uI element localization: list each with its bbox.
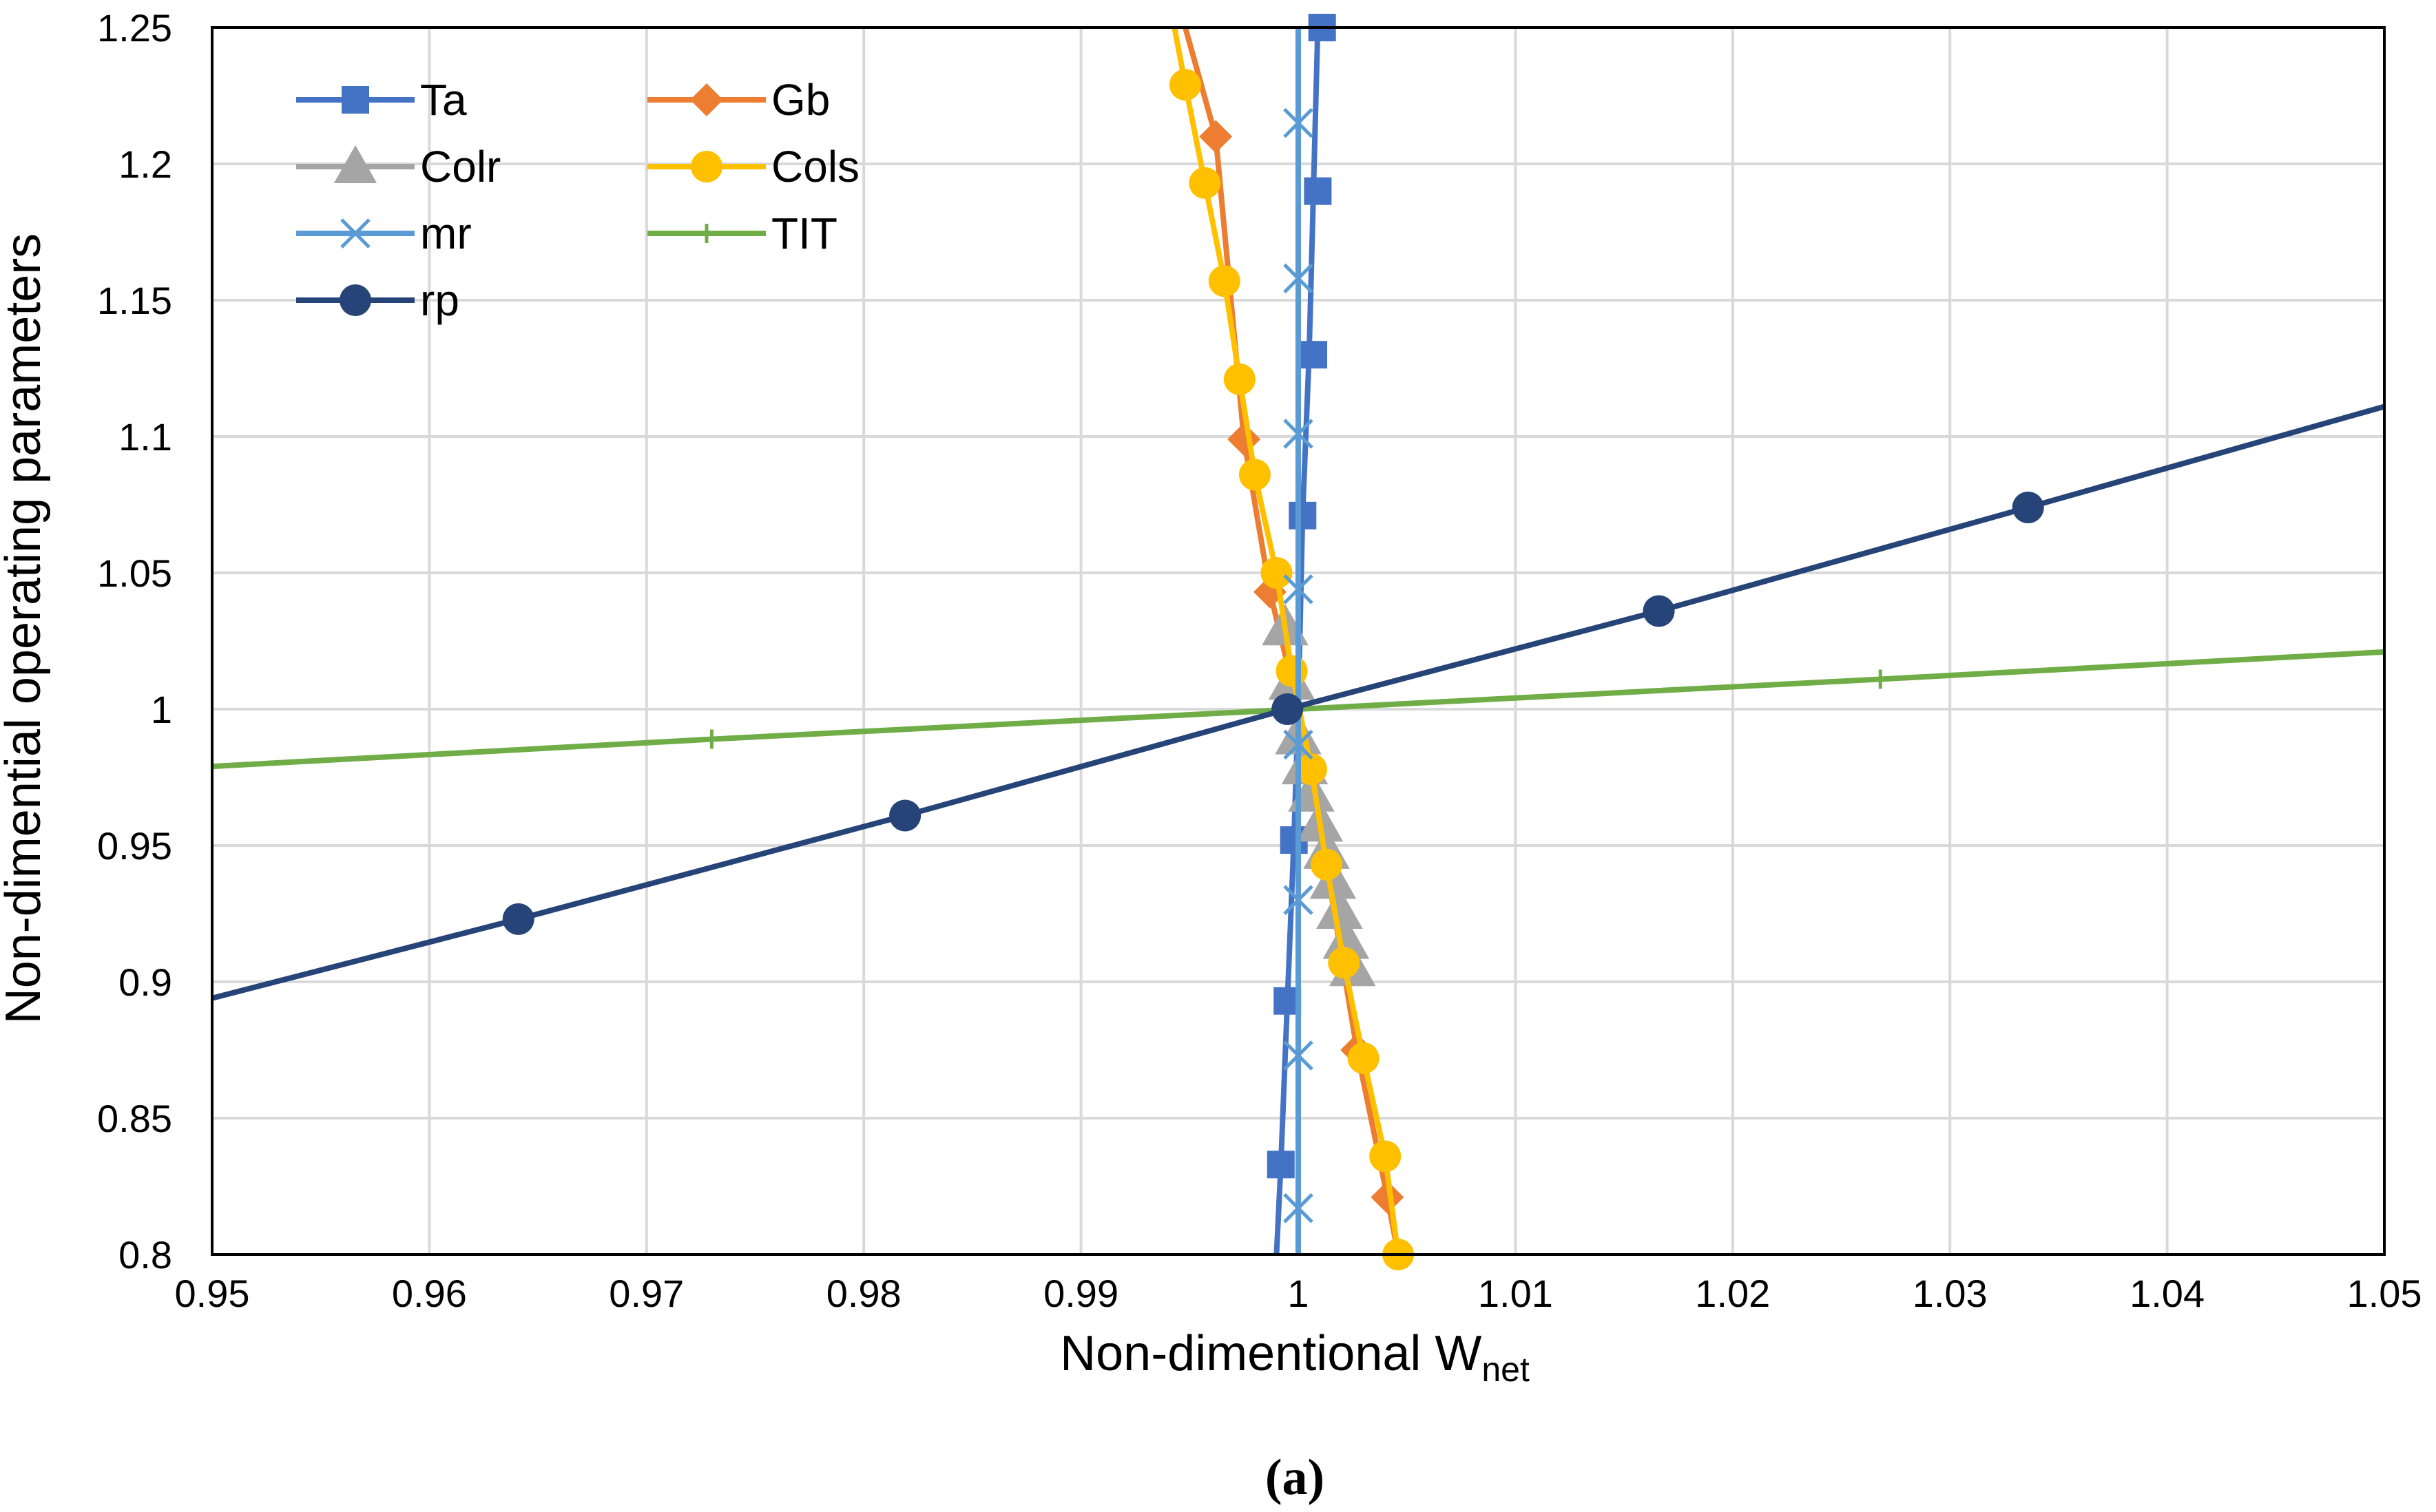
plot-series xyxy=(212,14,2384,1270)
x-tick-label-0-98: 0.98 xyxy=(826,1272,902,1315)
x-tick-label-1-04: 1.04 xyxy=(2130,1272,2205,1315)
y-tick-label-0-95: 0.95 xyxy=(97,824,172,868)
legend-label-ta: Ta xyxy=(420,75,467,125)
marker-mr-1 xyxy=(1283,1040,1313,1071)
legend-marker-gb xyxy=(690,83,723,116)
figure-caption: (a) xyxy=(1265,1449,1324,1506)
series-line-cols xyxy=(1172,28,1402,1254)
legend-marker-ta xyxy=(342,86,369,114)
x-tick-label-1: 1 xyxy=(1287,1272,1309,1315)
marker-mr-6 xyxy=(1283,263,1313,294)
legend-item-mr: mr xyxy=(296,209,472,258)
x-tick-label-1-02: 1.02 xyxy=(1695,1272,1770,1315)
marker-cols-5 xyxy=(1295,753,1327,786)
legend-item-colr: Colr xyxy=(296,142,501,191)
marker-mr-2 xyxy=(1283,885,1313,915)
x-tick-label-0-95: 0.95 xyxy=(175,1272,250,1315)
x-axis-title-main: Non-dimentional W xyxy=(1060,1326,1481,1381)
marker-mr-7 xyxy=(1283,107,1313,138)
marker-cols-11 xyxy=(1189,167,1221,199)
marker-rp-4 xyxy=(2012,491,2044,523)
marker-rp-1 xyxy=(889,799,922,832)
marker-cols-3 xyxy=(1328,947,1360,979)
marker-cols-12 xyxy=(1169,69,1201,101)
marker-gb-0 xyxy=(1371,1180,1404,1214)
marker-gb-4 xyxy=(1199,120,1233,154)
y-axis-title: Non-dimential operating parameters xyxy=(0,233,51,1025)
y-tick-label-1-25: 1.25 xyxy=(97,6,172,50)
y-tick-label-0-85: 0.85 xyxy=(97,1097,172,1140)
marker-cols-4 xyxy=(1311,848,1343,881)
x-tick-label-0-97: 0.97 xyxy=(609,1272,684,1315)
series-colr xyxy=(1262,604,1376,987)
y-tick-label-1-15: 1.15 xyxy=(97,279,172,322)
marker-rp-3 xyxy=(1643,595,1675,627)
legend-marker-tit xyxy=(697,224,716,243)
x-tick-label-1-05: 1.05 xyxy=(2347,1272,2422,1315)
x-axis-title-subscript: net xyxy=(1481,1350,1530,1389)
marker-mr-3 xyxy=(1283,729,1313,760)
figure-caption-letter: a xyxy=(1282,1449,1308,1506)
legend-item-gb: Gb xyxy=(647,75,830,125)
marker-cols-10 xyxy=(1208,265,1240,297)
marker-cols-9 xyxy=(1223,363,1256,395)
marker-rp-2 xyxy=(1271,693,1304,725)
legend-marker-cols xyxy=(691,151,722,182)
marker-mr-4 xyxy=(1283,574,1313,605)
marker-ta-0 xyxy=(1267,1151,1295,1179)
axis-tick-labels: 0.95 0.96 0.97 0.98 0.99 1 1.01 1.02 1.03 1.04 1.0… xyxy=(97,6,2422,1315)
marker-colr-2 xyxy=(1316,888,1363,930)
legend-item-cols: Cols xyxy=(647,142,860,191)
marker-cols-2 xyxy=(1347,1042,1380,1074)
marker-tit-0 xyxy=(702,729,722,749)
marker-colr-1 xyxy=(1322,917,1370,959)
legend-marker-mr xyxy=(340,218,371,249)
marker-mr-5 xyxy=(1283,419,1313,449)
marker-cols-1 xyxy=(1369,1140,1402,1173)
y-tick-label-1: 1 xyxy=(151,688,172,731)
x-tick-label-0-99: 0.99 xyxy=(1043,1272,1118,1315)
marker-gb-3 xyxy=(1227,422,1261,456)
series-cols xyxy=(1169,28,1415,1270)
plot-area-border xyxy=(211,26,2386,1256)
legend: Ta Gb Colr Cols mr TIT rp xyxy=(296,75,860,325)
y-tick-label-1-1: 1.1 xyxy=(118,415,172,459)
legend-label-rp: rp xyxy=(420,275,459,325)
x-axis-title: Non-dimentional Wnet xyxy=(1060,1326,1530,1389)
x-tick-label-1-03: 1.03 xyxy=(1913,1272,1988,1315)
legend-label-gb: Gb xyxy=(771,75,830,125)
x-tick-label-0-96: 0.96 xyxy=(392,1272,467,1315)
y-tick-label-1-05: 1.05 xyxy=(97,552,172,595)
legend-item-rp: rp xyxy=(296,275,459,325)
marker-tit-1 xyxy=(1871,669,1891,689)
legend-item-ta: Ta xyxy=(296,75,467,125)
y-tick-label-0-9: 0.9 xyxy=(118,960,172,1004)
marker-cols-8 xyxy=(1238,459,1271,491)
marker-ta-5 xyxy=(1304,177,1332,205)
legend-marker-rp xyxy=(340,284,371,316)
marker-ta-4 xyxy=(1300,341,1328,369)
legend-label-mr: mr xyxy=(420,209,472,258)
legend-label-cols: Cols xyxy=(771,142,860,191)
legend-marker-colr xyxy=(333,145,377,183)
x-tick-label-1-01: 1.01 xyxy=(1478,1272,1553,1315)
legend-label-colr: Colr xyxy=(420,142,501,191)
marker-mr-0 xyxy=(1283,1193,1313,1224)
marker-cols-6 xyxy=(1276,655,1308,687)
y-tick-label-0-8: 0.8 xyxy=(118,1233,172,1277)
legend-item-tit: TIT xyxy=(647,209,837,258)
legend-label-tit: TIT xyxy=(771,209,837,258)
series-rp xyxy=(212,403,2384,1001)
y-tick-label-1-2: 1.2 xyxy=(118,143,172,186)
marker-ta-3 xyxy=(1289,501,1317,529)
marker-rp-0 xyxy=(502,903,534,935)
series-mr xyxy=(1283,28,1313,1254)
marker-cols-7 xyxy=(1260,557,1293,589)
